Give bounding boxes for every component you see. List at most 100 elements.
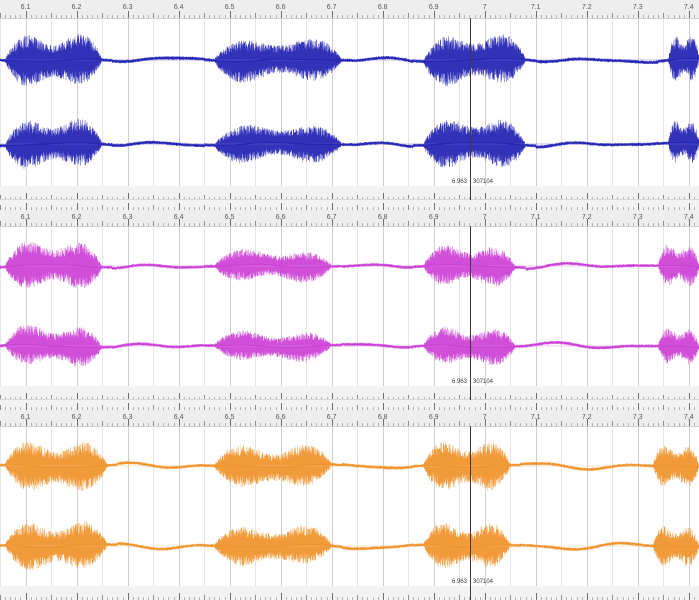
axis-tick — [622, 197, 624, 200]
axis-tick — [137, 597, 139, 600]
axis-tick — [622, 407, 624, 410]
axis-tick — [423, 423, 425, 426]
axis-tick — [102, 13, 103, 18]
plot-area[interactable] — [0, 18, 699, 186]
panel-blue-channel-1[interactable] — [0, 18, 699, 102]
axis-tick — [122, 207, 124, 210]
axis-tick — [122, 407, 124, 410]
axis-tick — [0, 421, 1, 426]
axis-tick — [86, 423, 88, 426]
axis-tick — [454, 197, 456, 200]
panel-magenta-channel-1[interactable] — [0, 226, 699, 306]
axis-tick — [76, 11, 78, 18]
axis-tick — [275, 223, 277, 226]
axis-tick-label: 6.8 — [377, 4, 388, 11]
axis-tick — [260, 407, 262, 410]
axis-tick — [372, 597, 374, 600]
time-cursor[interactable] — [470, 18, 471, 186]
axis-tick — [25, 11, 27, 18]
axis-tick — [229, 593, 231, 600]
axis-tick — [219, 407, 221, 410]
axis-tick — [500, 197, 501, 200]
axis-ruler-bottom[interactable] — [0, 186, 699, 200]
axis-tick — [234, 197, 236, 200]
panel-orange-channel-2[interactable] — [0, 506, 699, 586]
axis-tick — [617, 423, 619, 426]
axis-tick — [510, 13, 512, 18]
axis-tick — [535, 11, 537, 18]
axis-tick — [515, 197, 517, 200]
axis-tick — [15, 423, 17, 426]
time-cursor-tail[interactable] — [470, 577, 471, 600]
axis-tick — [454, 207, 456, 210]
axis-tick — [688, 393, 690, 400]
panel-orange-channel-1[interactable] — [0, 426, 699, 506]
waveform-trace — [0, 262, 699, 270]
panel-separator — [0, 399, 699, 400]
axis-tick — [510, 195, 512, 200]
axis-tick — [387, 15, 389, 18]
axis-tick — [331, 593, 333, 600]
panel-magenta[interactable]: 6.1 6.2 6.3 6.4 6.5 6.6 6.7 6.8 6.9 7 7.1 7.2 7.3 7.4… — [0, 200, 699, 400]
panel-blue[interactable]: 6.1 6.2 6.3 6.4 6.5 6.6 6.7 6.8 6.9 7 7.1 7.2 7.3 7.4… — [0, 0, 699, 200]
axis-tick — [494, 597, 496, 600]
axis-tick — [454, 597, 456, 600]
panel-blue-channel-2[interactable] — [0, 102, 699, 186]
axis-tick — [295, 597, 297, 600]
axis-tick — [510, 595, 512, 600]
axis-ruler-bottom[interactable] — [0, 586, 699, 600]
panel-magenta-channel-2[interactable] — [0, 306, 699, 386]
axis-tick — [341, 397, 343, 400]
axis-tick — [20, 197, 22, 200]
time-cursor[interactable] — [470, 426, 471, 586]
axis-minor-ruler[interactable] — [0, 400, 699, 410]
plot-area[interactable] — [0, 426, 699, 586]
plot-area[interactable] — [0, 226, 699, 386]
axis-tick — [637, 403, 639, 410]
axis-tick — [653, 423, 655, 426]
axis-tick — [163, 597, 165, 600]
axis-tick — [107, 197, 109, 200]
axis-ruler-bottom[interactable] — [0, 386, 699, 400]
axis-tick — [632, 397, 634, 400]
time-cursor-tail[interactable] — [470, 177, 471, 200]
axis-tick — [244, 223, 246, 226]
axis-ruler[interactable]: 6.1 6.2 6.3 6.4 6.5 6.6 6.7 6.8 6.9 7 7.1 7.2 7.3 7.4 — [0, 0, 699, 19]
axis-tick — [642, 597, 644, 600]
axis-tick — [91, 207, 93, 210]
gridline — [561, 226, 563, 386]
axis-ruler[interactable]: 6.1 6.2 6.3 6.4 6.5 6.6 6.7 6.8 6.9 7 7.1 7.2 7.3 7.4 — [0, 410, 699, 427]
axis-tick — [627, 207, 629, 210]
axis-tick — [51, 205, 52, 210]
axis-tick — [173, 207, 175, 210]
axis-tick — [474, 197, 476, 200]
axis-tick — [581, 15, 583, 18]
axis-tick — [311, 407, 313, 410]
time-cursor-tail[interactable] — [470, 377, 471, 400]
axis-tick — [66, 423, 68, 426]
axis-tick — [627, 597, 629, 600]
axis-tick — [326, 197, 328, 200]
axis-tick — [224, 223, 226, 226]
axis-tick — [51, 195, 52, 200]
axis-tick — [581, 423, 583, 426]
axis-tick — [545, 207, 547, 210]
axis-tick — [265, 423, 267, 426]
axis-tick — [642, 407, 644, 410]
axis-tick — [648, 15, 649, 18]
axis-tick — [352, 407, 354, 410]
axis-minor-ruler[interactable] — [0, 200, 699, 210]
axis-tick — [86, 407, 88, 410]
panel-separator — [0, 199, 699, 200]
axis-tick — [61, 423, 63, 426]
axis-tick — [183, 597, 185, 600]
axis-ruler[interactable]: 6.1 6.2 6.3 6.4 6.5 6.6 6.7 6.8 6.9 7 7.1 7.2 7.3 7.4 — [0, 210, 699, 227]
gridline — [663, 18, 665, 186]
axis-tick — [316, 407, 318, 410]
time-cursor[interactable] — [470, 226, 471, 386]
gridline — [102, 226, 103, 386]
axis-tick — [484, 219, 486, 226]
panel-orange[interactable]: 6.1 6.2 6.3 6.4 6.5 6.6 6.7 6.8 6.9 7 7.1 7.2 7.3 7.4… — [0, 400, 699, 600]
axis-tick — [173, 397, 175, 400]
axis-tick — [673, 223, 675, 226]
